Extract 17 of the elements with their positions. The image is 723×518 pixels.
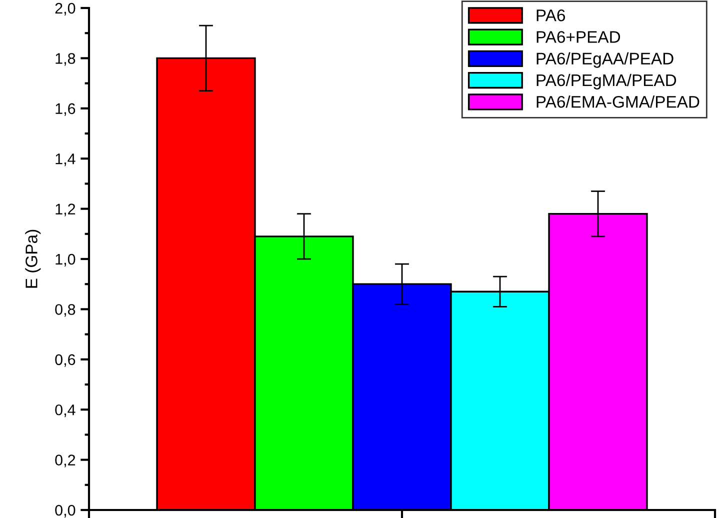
y-tick-label: 0,8 — [55, 304, 76, 317]
y-tick-label: 2,0 — [55, 2, 76, 16]
y-tick-label: 1,8 — [56, 53, 76, 66]
legend-label: PA6 — [536, 9, 565, 22]
y-tick-label: 1,0 — [56, 254, 76, 266]
y-tick-label: 0,2 — [55, 454, 76, 468]
y-tick-label: 0,4 — [55, 404, 76, 418]
y-tick-label: 1,2 — [56, 204, 76, 216]
y-axis-title: E (GPa) — [25, 230, 41, 288]
y-tick-label: 0,0 — [55, 504, 76, 518]
legend-label: PA6/EMA-GMA/PEAD — [536, 96, 700, 108]
legend-label: PA6/PEgMA/PEAD — [536, 74, 676, 90]
legend-label: PA6/PEgAA/PEAD — [536, 52, 674, 68]
y-tick-label: 0,6 — [55, 354, 76, 367]
y-tick-label: 1,4 — [56, 154, 76, 166]
legend-label: PA6+PEAD — [536, 31, 620, 43]
y-tick-label: 1,6 — [56, 103, 76, 116]
